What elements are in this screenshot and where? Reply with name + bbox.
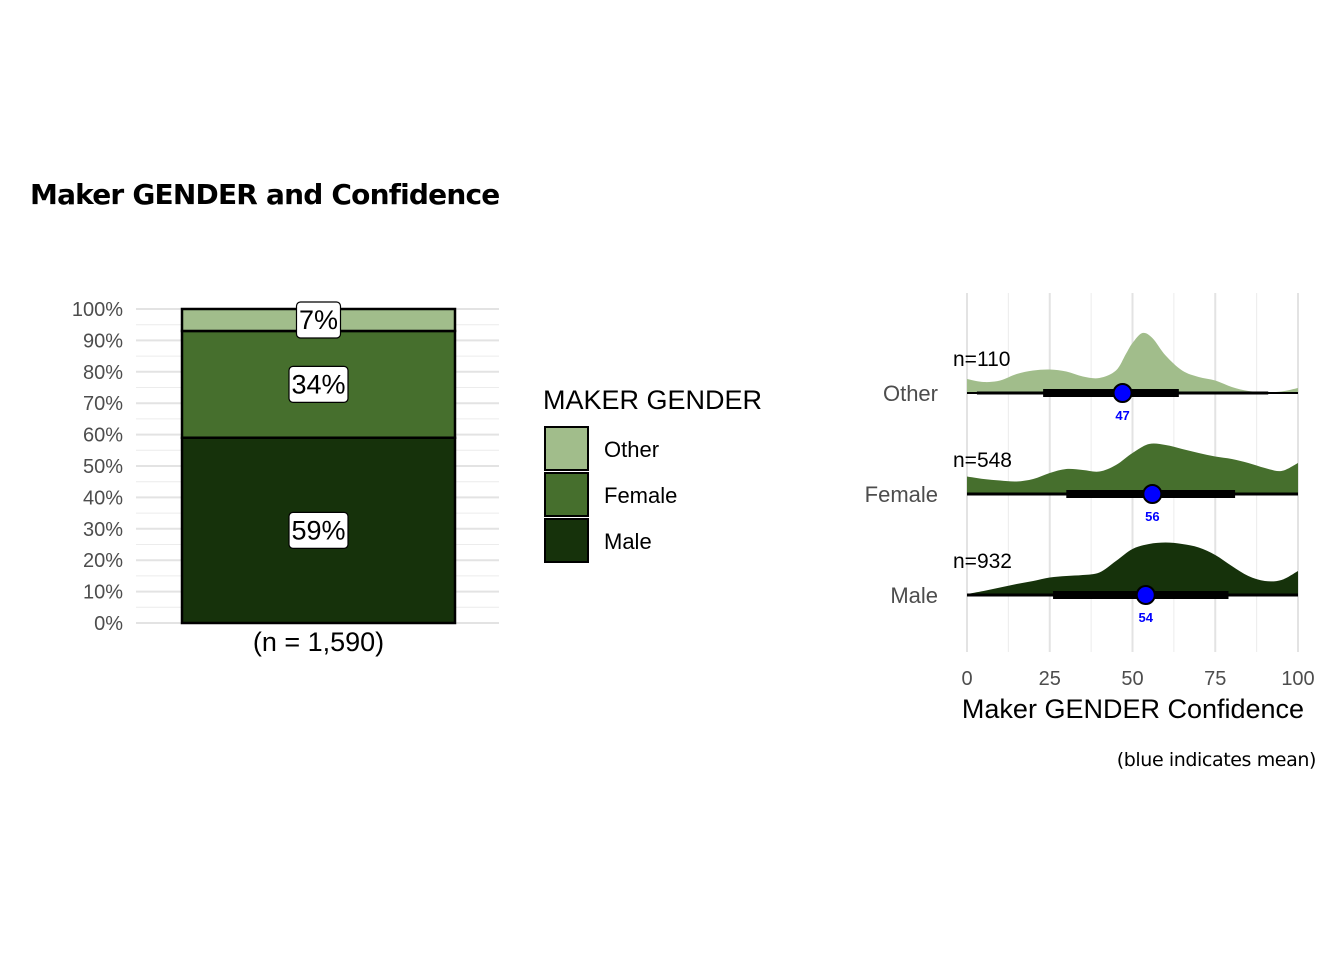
data-label-box-male [288,511,349,549]
mean-label-female: 56 [1145,509,1159,524]
legend-swatch-female [544,472,589,517]
chart-caption: (blue indicates mean) [1116,749,1317,771]
mean-point-female [1142,484,1163,504]
data-label-female: 34% [291,369,345,399]
y-category-label-other: Other [883,381,938,406]
density-other [967,332,1298,393]
mean-point-male [1135,585,1156,605]
data-label-male: 59% [291,515,345,545]
stacked-bar-panel: 0% 10% 20% 30% 40% 50% 60% 70% 80% 90% 100% 59% 34% 7… [72,299,499,657]
x-axis-title: Maker GENDER Confidence [962,694,1304,724]
y-tick-label: 50% [83,456,123,478]
y-tick-label: 0% [94,613,123,635]
mean-point-other [1112,383,1133,403]
chart-title: Maker GENDER and Confidence [30,178,500,211]
n-label-female: n=548 [953,449,1012,472]
y-tick-label: 20% [83,550,123,572]
legend-swatch-male [544,518,589,563]
ridgeline-panel: 0 25 50 75 100 Maker GENDER Confidence 47 n=110… [865,293,1315,724]
legend-label-female: Female [604,483,677,508]
n-label-male: n=932 [953,550,1012,573]
y-tick-label: 80% [83,362,123,384]
legend-title: MAKER GENDER [543,385,762,415]
y-tick-label: 40% [83,487,123,509]
x-tick-label: 100 [1281,668,1314,690]
data-label-box-female [288,365,349,403]
mean-label-male: 54 [1139,610,1154,625]
data-label-other: 7% [299,305,338,335]
y-tick-label: 60% [83,425,123,447]
y-category-label-female: Female [865,482,938,507]
density-female [967,443,1298,494]
data-label-box-other [295,301,342,339]
y-tick-label: 90% [83,330,123,352]
legend-label-male: Male [604,529,652,554]
legend-swatch-other [544,426,589,471]
y-tick-label: 100% [72,299,123,321]
x-category-label: (n = 1,590) [253,627,384,657]
x-tick-label: 25 [1039,668,1061,690]
legend: MAKER GENDER Other Female Male [543,385,762,563]
legend-label-other: Other [604,437,659,462]
x-tick-label: 50 [1121,668,1143,690]
x-tick-label: 0 [961,668,972,690]
y-tick-label: 70% [83,393,123,415]
y-category-label-male: Male [890,583,938,608]
mean-label-other: 47 [1115,408,1129,423]
y-tick-label: 10% [83,582,123,604]
y-tick-label: 30% [83,519,123,541]
density-male [967,542,1298,595]
x-tick-label: 75 [1204,668,1226,690]
n-label-other: n=110 [953,348,1010,371]
